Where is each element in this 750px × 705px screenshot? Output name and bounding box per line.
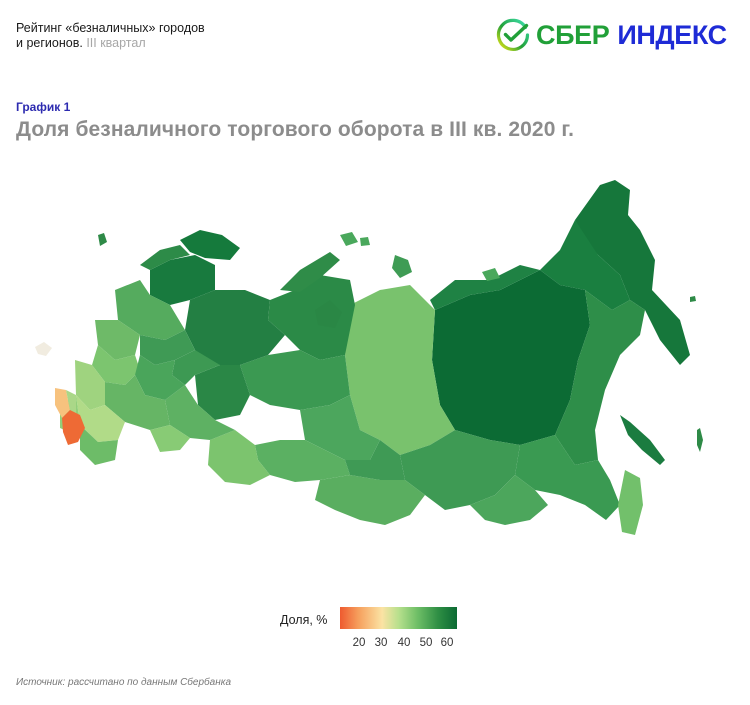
region-irkutsk [400,430,520,510]
region-novaya-zemlya [280,252,340,292]
region-sakhalin [620,415,665,465]
region-khabarovsk [555,290,645,465]
region-krasnodar [55,388,70,418]
report-title-line1: Рейтинг «безналичных» городов [16,21,205,35]
region-orenburg [150,425,190,452]
region-karelia [140,245,190,270]
legend-label: Доля, % [280,613,328,627]
region-tomsk [300,395,380,460]
region-arctic-islands [340,232,500,281]
map-svg [35,180,703,535]
russia-regions-map [0,160,750,560]
region-kaliningrad [98,233,107,246]
report-period: III квартал [86,36,146,50]
chart-title: Доля безналичного торгового оборота в II… [16,118,575,141]
source-note: Источник: рассчитано по данным Сбербанка [16,677,232,688]
region-sverdlovsk [195,365,250,420]
legend-tick: 20 [352,637,366,649]
region-pskov-tver [95,320,140,360]
report-title: Рейтинг «безналичных» городов и регионов… [16,21,316,51]
region-severnaya-zemlya [392,255,412,278]
region-kemerovo-khakassia [345,440,405,480]
brand-logo: СБЕР ИНДЕКС [496,16,727,54]
region-astrakhan-kalmykia [80,425,118,465]
region-kostroma-kirov [140,330,195,365]
report-title-line2: и регионов. [16,36,83,50]
region-wrangel [690,296,703,452]
region-kursk-belgorod [75,360,105,410]
legend-tick: 50 [419,637,433,649]
legend-tick: 30 [374,637,388,649]
legend-tick: 60 [440,637,454,649]
region-sakhalin-south [618,470,643,535]
region-kamchatka [575,180,690,365]
region-khanty-mansi [240,350,350,410]
region-arkhangelsk [150,255,215,305]
region-crimea [35,342,52,356]
region-chukotka [540,220,630,310]
region-tatarstan-volga [135,355,185,400]
region-tyva-altai [315,475,425,525]
region-murmansk [180,230,240,260]
region-voronezh-volgograd [76,395,125,442]
region-chelyabinsk-bashkortostan [165,385,235,440]
legend-tick: 40 [397,637,411,649]
region-zabaykalsky [470,475,548,525]
brand-word-sber: СБЕР [536,20,610,50]
region-amur-primorye [515,435,620,520]
brand-word-index: ИНДЕКС [617,20,727,50]
region-samara-saratov [105,375,170,430]
legend-color-scale [340,607,457,629]
region-leningrad-vologda [115,280,185,340]
region-stavropol [66,390,76,415]
region-omsk-kurgan [208,430,270,485]
region-novosibirsk [255,440,350,482]
region-taimyr [430,265,540,310]
sber-check-circle-icon [496,18,530,51]
region-north-caucasus [62,410,85,445]
region-perm [172,350,220,385]
region-yamal-peninsula [315,300,342,328]
region-komi [185,290,285,365]
region-moscow-center [92,345,140,385]
legend-ticks: 20 30 40 50 60 [340,637,470,651]
region-krasnoyarsk [345,285,455,455]
region-yamal [268,275,355,360]
chart-number: График 1 [16,100,71,114]
region-yakutia [432,270,590,445]
